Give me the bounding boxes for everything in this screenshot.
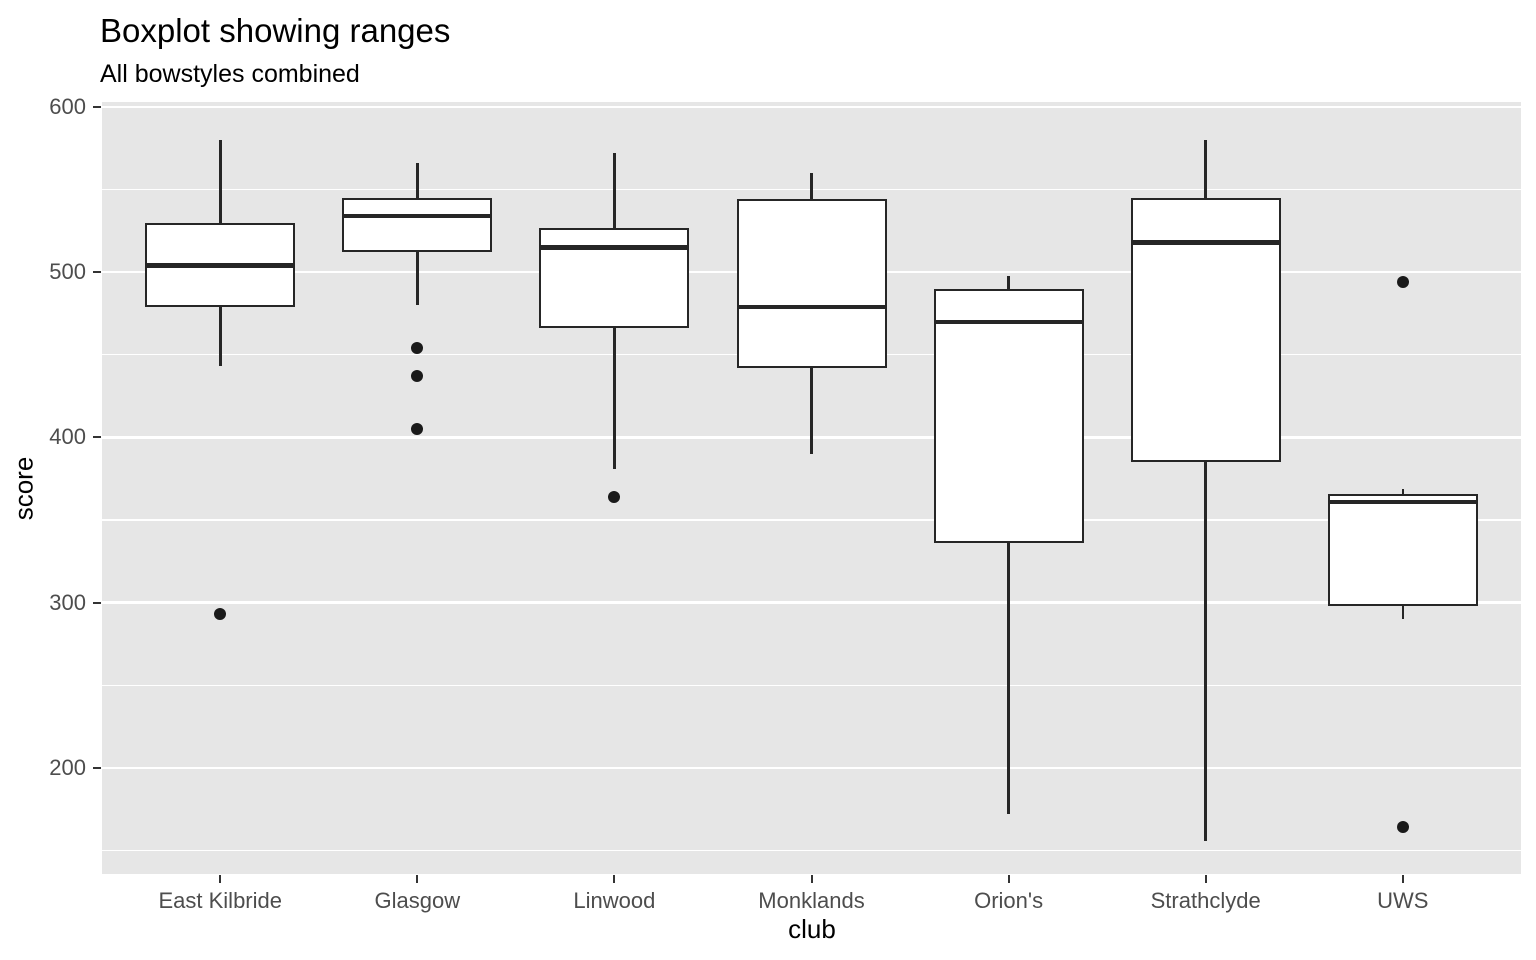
- y-minor-gridline: [102, 684, 1521, 686]
- lower-whisker: [1007, 543, 1010, 815]
- median-line: [539, 245, 690, 250]
- y-major-gridline: [102, 105, 1521, 109]
- x-tick-label: UWS: [1377, 888, 1429, 913]
- outlier-point: [214, 608, 227, 621]
- outlier-point: [1396, 276, 1409, 289]
- chart-subtitle: All bowstyles combined: [100, 60, 360, 88]
- outlier-point: [411, 423, 424, 436]
- x-tick-mark: [1401, 875, 1404, 883]
- x-tick-mark: [1007, 875, 1010, 883]
- x-tick-label: Strathclyde: [1150, 888, 1261, 913]
- y-tick-label: 200: [49, 754, 86, 780]
- upper-whisker: [613, 153, 616, 228]
- x-tick-label: Glasgow: [374, 888, 461, 913]
- y-minor-gridline: [102, 849, 1521, 852]
- median-line: [145, 263, 296, 268]
- upper-whisker: [1204, 140, 1207, 198]
- y-tick-mark: [93, 271, 101, 274]
- outlier-point: [1396, 821, 1409, 834]
- lower-whisker: [1204, 462, 1207, 841]
- y-major-gridline: [102, 766, 1521, 770]
- x-tick-label: Linwood: [573, 888, 656, 913]
- upper-whisker: [810, 173, 813, 200]
- x-tick-mark: [810, 875, 813, 883]
- y-tick-label: 300: [49, 589, 86, 615]
- x-tick-label: Monklands: [758, 888, 865, 913]
- x-tick-mark: [1204, 875, 1207, 883]
- x-tick-label: East Kilbride: [158, 888, 282, 913]
- x-tick-mark: [613, 875, 616, 883]
- y-tick-mark: [93, 105, 101, 108]
- upper-whisker: [1401, 488, 1404, 494]
- lower-whisker: [416, 252, 419, 306]
- median-line: [1327, 499, 1478, 505]
- upper-whisker: [219, 140, 222, 223]
- outlier-point: [608, 490, 621, 503]
- x-axis-title: club: [788, 914, 836, 944]
- median-line: [342, 213, 493, 219]
- x-tick-mark: [416, 875, 419, 883]
- y-axis-title: score: [8, 456, 39, 521]
- y-minor-gridline: [102, 519, 1521, 521]
- box-iqr: [539, 227, 690, 329]
- y-tick-label: 600: [49, 93, 86, 119]
- x-tick-mark: [219, 875, 222, 883]
- box-iqr: [1130, 197, 1281, 463]
- lower-whisker: [613, 328, 616, 469]
- median-line: [1130, 240, 1281, 245]
- x-tick-label: Orion's: [974, 888, 1044, 913]
- chart-title: Boxplot showing ranges: [100, 12, 451, 49]
- box-iqr: [1327, 493, 1478, 606]
- box-iqr: [736, 199, 887, 369]
- outlier-point: [411, 370, 424, 383]
- y-tick-mark: [93, 436, 101, 439]
- lower-whisker: [219, 306, 222, 367]
- box-iqr: [933, 288, 1084, 544]
- y-major-gridline: [102, 601, 1521, 604]
- lower-whisker: [1401, 605, 1404, 620]
- lower-whisker: [810, 368, 813, 454]
- upper-whisker: [1007, 275, 1010, 289]
- outlier-point: [411, 342, 424, 355]
- box-iqr: [342, 197, 493, 253]
- y-tick-mark: [93, 601, 101, 604]
- y-tick-label: 400: [49, 424, 86, 450]
- y-tick-label: 500: [49, 259, 86, 285]
- y-tick-mark: [93, 766, 101, 769]
- median-line: [736, 304, 887, 310]
- upper-whisker: [416, 163, 419, 198]
- median-line: [933, 319, 1084, 325]
